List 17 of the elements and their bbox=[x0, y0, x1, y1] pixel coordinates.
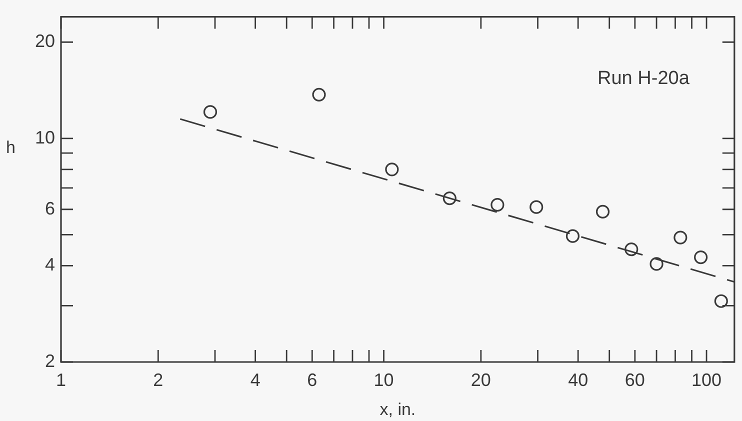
x-tick-label: 10 bbox=[374, 370, 394, 390]
x-tick-label: 4 bbox=[250, 370, 260, 390]
x-tick-label: 100 bbox=[692, 370, 722, 390]
y-tick-label: 4 bbox=[44, 254, 55, 275]
x-tick-label: 20 bbox=[470, 370, 491, 390]
x-tick-label: 2 bbox=[153, 370, 164, 390]
x-tick-label: 1 bbox=[56, 370, 66, 390]
y-tick-label: 20 bbox=[34, 31, 55, 52]
x-tick-label: 60 bbox=[624, 370, 645, 390]
y-tick-label: 10 bbox=[34, 127, 55, 148]
x-axis-title: x, in. bbox=[380, 400, 416, 420]
x-tick-label: 40 bbox=[568, 370, 588, 390]
x-tick-label: 6 bbox=[307, 370, 318, 390]
y-tick-label: 6 bbox=[44, 198, 55, 218]
y-axis-title: h bbox=[6, 138, 16, 158]
y-tick-label: 2 bbox=[44, 350, 55, 371]
annotation: Run H-20a bbox=[598, 68, 690, 90]
